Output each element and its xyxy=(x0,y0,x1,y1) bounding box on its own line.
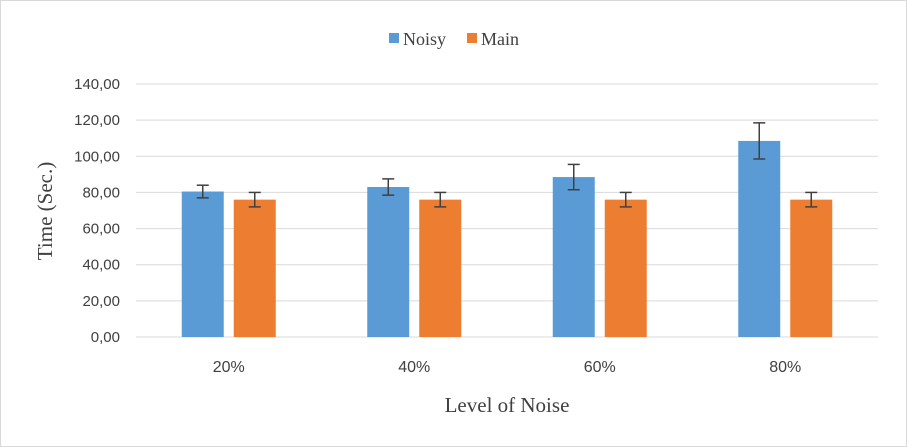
y-tick-label: 40,00 xyxy=(82,257,120,274)
legend: Noisy Main xyxy=(389,29,519,49)
x-tick-label: 60% xyxy=(584,359,616,376)
y-tick-label: 60,00 xyxy=(82,221,120,238)
y-tick-label: 80,00 xyxy=(82,184,120,201)
x-tick-label: 40% xyxy=(398,359,430,376)
legend-swatch-main xyxy=(467,33,477,43)
bar-main xyxy=(790,199,833,337)
y-tick-label: 100,00 xyxy=(74,148,120,165)
legend-swatch-noisy xyxy=(389,33,399,43)
y-tick-label: 20,00 xyxy=(82,293,120,310)
y-tick-label: 0,00 xyxy=(91,329,120,346)
bar-noisy xyxy=(552,177,595,337)
legend-label-main: Main xyxy=(481,29,519,49)
bar-main xyxy=(233,199,276,337)
y-tick-labels: 0,00 20,00 40,00 60,00 80,00 100,00 120,00 140,… xyxy=(74,76,120,346)
y-tick-label: 120,00 xyxy=(74,112,120,129)
y-axis-title: Time (Sec.) xyxy=(33,162,57,260)
y-tick-label: 140,00 xyxy=(74,76,120,93)
x-axis-title: Level of Noise xyxy=(445,393,570,417)
bar-main xyxy=(604,199,647,337)
legend-label-noisy: Noisy xyxy=(403,29,446,49)
error-bars xyxy=(196,122,818,208)
bar-noisy xyxy=(367,187,410,337)
x-tick-label: 20% xyxy=(213,359,245,376)
bar-main xyxy=(419,199,462,337)
x-tick-labels: 20% 40% 60% 80% xyxy=(213,359,802,376)
bar-noisy xyxy=(738,140,781,337)
bar-noisy xyxy=(181,191,224,337)
x-tick-label: 80% xyxy=(769,359,801,376)
bars xyxy=(181,140,833,337)
